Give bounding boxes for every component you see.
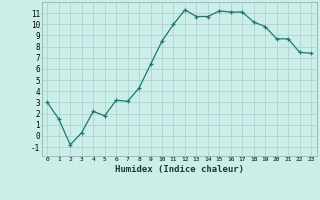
X-axis label: Humidex (Indice chaleur): Humidex (Indice chaleur) xyxy=(115,165,244,174)
